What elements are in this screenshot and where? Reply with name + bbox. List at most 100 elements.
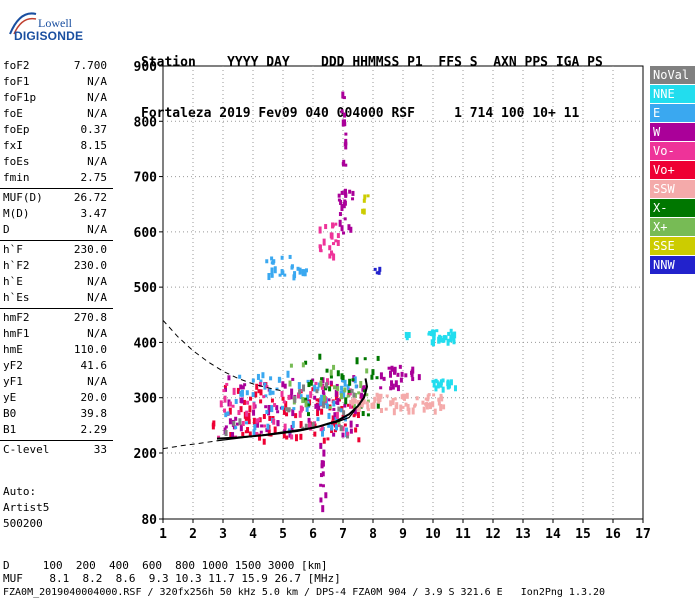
echo-point xyxy=(264,394,268,398)
echo-point xyxy=(379,386,383,390)
echo-point xyxy=(251,392,255,398)
parameter-value: 2.75 xyxy=(80,171,108,184)
echo-point xyxy=(294,413,298,419)
echo-point xyxy=(332,400,336,407)
echo-point xyxy=(354,427,358,433)
parameter-value: N/A xyxy=(87,275,107,288)
parameter-label: C-level xyxy=(3,443,50,456)
echo-point xyxy=(441,337,445,343)
echo-point xyxy=(340,225,344,232)
echo-point xyxy=(363,357,367,361)
echo-point xyxy=(352,414,356,418)
echo-point xyxy=(293,395,297,403)
echo-point xyxy=(276,420,280,426)
echo-point xyxy=(246,400,250,405)
parameter-label: fmin xyxy=(3,171,30,184)
echo-point xyxy=(320,460,324,468)
echo-point xyxy=(217,435,221,439)
echo-point xyxy=(267,410,271,416)
parameter-label: h`F2 xyxy=(3,259,30,272)
echo-point xyxy=(234,416,238,421)
echo-point xyxy=(343,379,347,387)
x-tick-label: 10 xyxy=(425,527,441,542)
echo-point xyxy=(342,202,346,209)
echo-point xyxy=(244,421,248,425)
echo-point xyxy=(244,430,248,434)
echo-point xyxy=(379,372,383,380)
echo-point xyxy=(322,449,326,457)
echo-point xyxy=(351,197,355,201)
echo-point xyxy=(327,412,331,419)
echo-point xyxy=(320,384,324,390)
echo-point xyxy=(333,385,337,390)
echo-point xyxy=(348,189,352,194)
echo-point xyxy=(382,376,386,381)
echo-point xyxy=(356,406,360,412)
echo-point xyxy=(366,408,370,412)
echo-point xyxy=(401,393,405,400)
echo-point xyxy=(340,373,344,380)
legend-label: Vo+ xyxy=(653,163,675,177)
distance-row: D 100 200 400 600 800 1000 1500 3000 [km… xyxy=(3,559,328,572)
echo-point xyxy=(256,421,260,428)
echo-point xyxy=(319,398,323,406)
x-tick-label: 3 xyxy=(219,527,227,542)
echo-point xyxy=(352,392,356,398)
echo-point xyxy=(330,250,334,255)
echo-point xyxy=(306,394,310,400)
echo-point xyxy=(270,273,274,278)
echo-point xyxy=(413,403,417,407)
legend-label: Vo- xyxy=(653,144,675,158)
echo-point xyxy=(248,405,252,413)
echo-point xyxy=(401,405,405,409)
echo-point xyxy=(432,334,436,341)
legend-label: NNE xyxy=(653,87,675,101)
echo-point xyxy=(223,384,227,388)
echo-point xyxy=(326,437,330,441)
echo-point xyxy=(314,403,318,409)
echo-point xyxy=(223,408,227,413)
echo-point xyxy=(320,408,324,415)
echo-point xyxy=(446,381,450,387)
echo-point xyxy=(294,434,298,442)
echo-point xyxy=(240,389,244,397)
echo-point xyxy=(268,388,272,396)
echo-point xyxy=(248,431,252,438)
echo-point xyxy=(353,376,357,384)
echo-point xyxy=(320,394,324,402)
echo-point xyxy=(259,379,263,383)
echo-point xyxy=(245,410,249,417)
echo-point xyxy=(305,406,309,412)
echo-point xyxy=(219,400,223,408)
plot-frame xyxy=(162,65,644,520)
echo-point xyxy=(319,497,323,503)
echo-point xyxy=(334,222,338,226)
echo-point xyxy=(316,386,320,391)
echo-point xyxy=(222,389,226,393)
echo-point xyxy=(346,435,350,439)
echo-point xyxy=(366,194,370,198)
parameter-row: hmE 110.0 xyxy=(3,342,107,358)
echo-point xyxy=(429,332,433,337)
echo-point xyxy=(411,407,415,415)
parameter-separator xyxy=(0,308,113,309)
echo-point xyxy=(280,255,284,260)
echo-point xyxy=(266,423,270,430)
echo-point xyxy=(315,389,319,394)
parameter-label: h`E xyxy=(3,275,23,288)
echo-point xyxy=(385,394,389,398)
echo-point xyxy=(376,402,380,409)
echo-point xyxy=(426,394,430,400)
legend-swatch xyxy=(650,256,695,274)
echo-point xyxy=(270,405,274,413)
legend-label: SSE xyxy=(653,239,675,253)
echo-point xyxy=(334,401,338,405)
echo-point xyxy=(290,434,294,440)
echo-point xyxy=(258,382,262,388)
echo-point xyxy=(260,424,264,428)
echo-point xyxy=(352,396,356,404)
parameter-label: hmF2 xyxy=(3,311,30,324)
echo-point xyxy=(282,400,286,404)
parameter-label: foE xyxy=(3,107,23,120)
echo-point xyxy=(357,437,361,443)
